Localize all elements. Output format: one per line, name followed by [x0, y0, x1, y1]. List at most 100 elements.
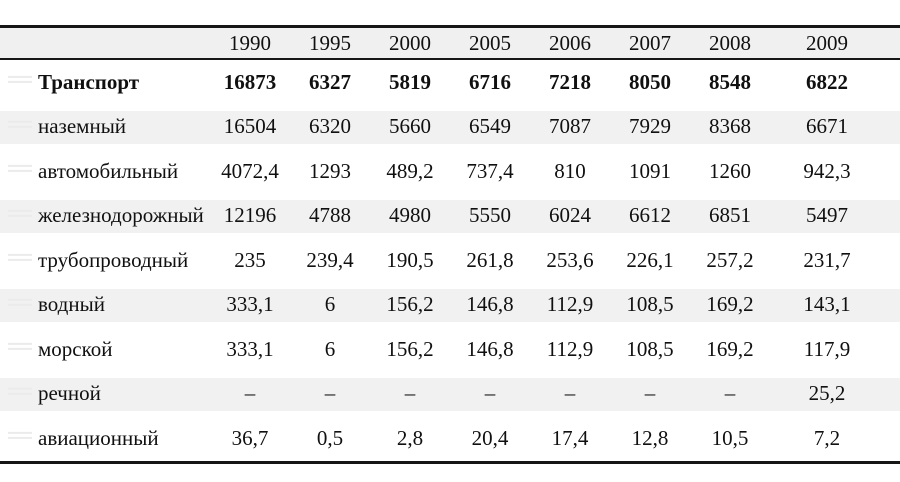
table-row-2: наземный 16504 6320 5660 6549 7087 7929 8368 667… — [0, 104, 900, 149]
value-cell: 235 — [234, 247, 266, 272]
paragraph-mark-icon — [8, 429, 32, 442]
value-cell: 6 — [290, 282, 370, 327]
value-cell: 20,4 — [450, 416, 530, 464]
row-label-text: морской — [38, 336, 113, 361]
table-row-8: речной – – – – – – –25,2 — [0, 371, 900, 416]
value-cell: 5819 — [389, 69, 431, 94]
year-header-2007: 2007 — [610, 25, 690, 60]
value-cell: 12,8 — [610, 416, 690, 464]
row-label: авиационный — [0, 416, 210, 464]
value-cell: 6822 — [806, 69, 848, 94]
paragraph-mark-icon — [8, 296, 32, 309]
row-label: морской — [0, 327, 210, 372]
value-cell: 1091 — [629, 158, 671, 183]
value-cell: 36,7 — [210, 416, 290, 464]
header-empty-cell — [0, 25, 210, 60]
value-cell: 6851 — [690, 193, 770, 238]
row-label: наземный — [0, 104, 210, 149]
transport-statistics-table: 1990 1995 2000 2005 2006 2007 2008 2009 Транспо… — [0, 25, 900, 464]
value-cell: – — [370, 371, 450, 416]
table-row-4: железнодорожный 12196 4788 4980 5550 6024 6612… — [0, 193, 900, 238]
table-row-7: морской 333,1 6 156,2 146,8 112,9 108,5 169,2 11… — [0, 327, 900, 372]
row-label-text: Транспорт — [38, 69, 140, 94]
table-body: Транспорт 16873 6327 5819 6716 7218 8050 8548 68… — [0, 59, 900, 464]
value-cell: 8050 — [629, 69, 671, 94]
paragraph-mark-icon — [8, 340, 32, 353]
value-cell: 261,8 — [466, 247, 514, 272]
value-cell: 810 — [554, 158, 586, 183]
year-header-1995: 1995 — [290, 25, 370, 60]
table-row-3: автомобильный 4072,4 1293 489,2 737,4 810 1091… — [0, 149, 900, 194]
value-cell: 17,4 — [530, 416, 610, 464]
year-header-2005: 2005 — [450, 25, 530, 60]
value-cell: 5550 — [450, 193, 530, 238]
value-cell: 10,5 — [690, 416, 770, 464]
value-cell: 6 — [324, 336, 336, 361]
row-label-text: трубопроводный — [38, 247, 189, 272]
value-cell: 112,9 — [546, 336, 594, 361]
value-cell: 257,2 — [706, 247, 754, 272]
row-label-text: автомобильный — [38, 158, 179, 183]
value-cell: 169,2 — [690, 282, 770, 327]
value-cell: 6320 — [290, 104, 370, 149]
value-cell: 7929 — [610, 104, 690, 149]
value-cell: 737,4 — [466, 158, 514, 183]
row-label: железнодорожный — [0, 193, 210, 238]
paragraph-mark-icon — [8, 162, 32, 175]
value-cell: 6671 — [770, 104, 900, 149]
row-label: водный — [0, 282, 210, 327]
value-cell: 6716 — [469, 69, 511, 94]
value-cell: 169,2 — [706, 336, 754, 361]
value-cell: 1293 — [309, 158, 351, 183]
year-header-2009: 2009 — [770, 25, 900, 60]
paragraph-mark-icon — [8, 73, 32, 86]
paragraph-mark-icon — [8, 385, 32, 398]
year-header-2008: 2008 — [690, 25, 770, 60]
value-cell: 108,5 — [626, 336, 674, 361]
year-header-2006: 2006 — [530, 25, 610, 60]
value-cell: 112,9 — [530, 282, 610, 327]
value-cell: 5497 — [770, 193, 900, 238]
year-header-1990: 1990 — [210, 25, 290, 60]
value-cell: 6024 — [530, 193, 610, 238]
value-cell: 16873 — [223, 69, 277, 94]
value-cell: 226,1 — [626, 247, 674, 272]
value-cell: 7,2 — [770, 416, 900, 464]
value-cell: 6327 — [309, 69, 351, 94]
value-cell: – — [530, 371, 610, 416]
value-cell: 12196 — [210, 193, 290, 238]
row-label: автомобильный — [0, 149, 210, 194]
value-cell: 333,1 — [226, 336, 274, 361]
value-cell: 0,5 — [290, 416, 370, 464]
value-cell: 190,5 — [386, 247, 434, 272]
value-cell: 143,1 — [770, 282, 900, 327]
value-cell: 239,4 — [306, 247, 354, 272]
value-cell: – — [450, 371, 530, 416]
value-cell: 4788 — [290, 193, 370, 238]
value-cell: 231,7 — [803, 247, 851, 272]
value-cell: 7087 — [530, 104, 610, 149]
row-label-text: водный — [38, 292, 105, 317]
table-row-9: авиационный 36,7 0,5 2,8 20,4 17,4 12,8 10,5 7,2 — [0, 416, 900, 464]
value-cell: 333,1 — [210, 282, 290, 327]
value-cell: 25,2 — [770, 371, 900, 416]
paragraph-mark-icon — [8, 251, 32, 264]
row-label-text: речной — [38, 381, 101, 406]
row-label: Транспорт — [0, 59, 210, 105]
value-cell: 6612 — [610, 193, 690, 238]
value-cell: 1260 — [709, 158, 751, 183]
table-row-1: Транспорт 16873 6327 5819 6716 7218 8050 8548 68… — [0, 59, 900, 105]
value-cell: – — [610, 371, 690, 416]
value-cell: 942,3 — [803, 158, 851, 183]
row-label-text: наземный — [38, 114, 127, 139]
value-cell: 2,8 — [370, 416, 450, 464]
paragraph-mark-icon — [8, 207, 32, 220]
row-label-text: авиационный — [38, 425, 159, 450]
year-header-2000: 2000 — [370, 25, 450, 60]
value-cell: 489,2 — [386, 158, 434, 183]
table-row-5: трубопроводный 235 239,4 190,5 261,8 253,6 226… — [0, 238, 900, 283]
paragraph-mark-icon — [8, 118, 32, 131]
value-cell: – — [210, 371, 290, 416]
value-cell: 4980 — [370, 193, 450, 238]
